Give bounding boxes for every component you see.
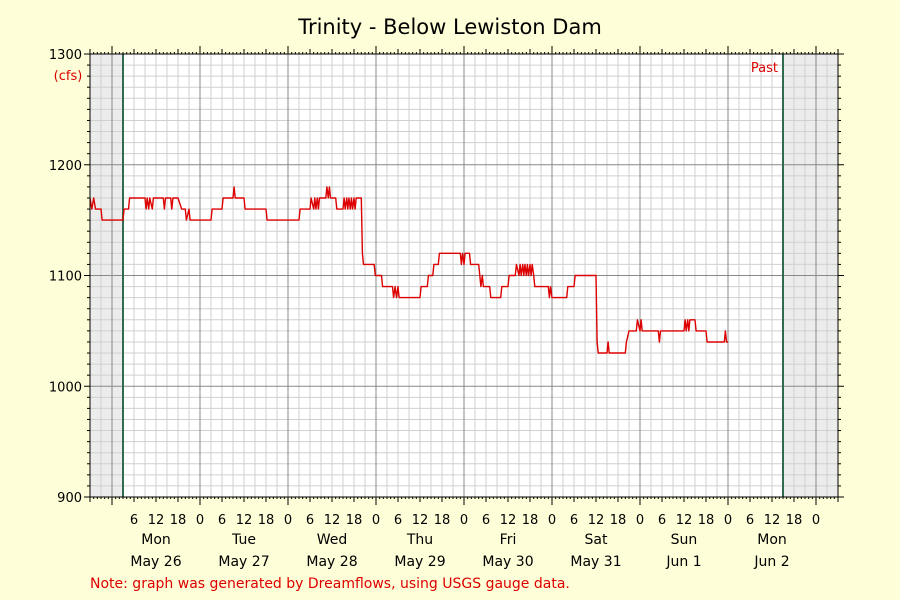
x-hour-label: 18 xyxy=(170,513,187,528)
x-hour-label: 18 xyxy=(434,513,451,528)
x-hour-label: 6 xyxy=(130,513,138,528)
y-tick-label: 1000 xyxy=(49,380,82,395)
day-weekday-label: Sat xyxy=(585,532,608,548)
x-hour-label: 0 xyxy=(636,513,644,528)
day-date-label: May 29 xyxy=(394,554,445,570)
day-weekday-label: Wed xyxy=(317,532,348,548)
x-hour-label: 0 xyxy=(284,513,292,528)
day-date-label: May 28 xyxy=(306,554,357,570)
x-hour-label: 6 xyxy=(218,513,226,528)
x-hour-label: 12 xyxy=(324,513,341,528)
x-hour-label: 6 xyxy=(394,513,402,528)
x-hour-label: 12 xyxy=(148,513,165,528)
day-weekday-label: Mon xyxy=(757,532,787,548)
x-hour-label: 18 xyxy=(258,513,275,528)
day-date-label: May 31 xyxy=(570,554,621,570)
x-hour-label: 12 xyxy=(500,513,517,528)
x-hour-label: 18 xyxy=(346,513,363,528)
x-hour-label: 12 xyxy=(412,513,429,528)
source-note: Note: graph was generated by Dreamflows,… xyxy=(90,576,570,592)
x-hour-label: 12 xyxy=(676,513,693,528)
x-hour-label: 0 xyxy=(460,513,468,528)
x-hour-label: 0 xyxy=(724,513,732,528)
day-weekday-label: Mon xyxy=(141,532,171,548)
y-tick-label: 900 xyxy=(57,491,82,506)
day-date-label: May 30 xyxy=(482,554,533,570)
flow-series-line xyxy=(89,186,728,354)
x-hour-label: 12 xyxy=(764,513,781,528)
day-date-label: Jun 2 xyxy=(753,554,789,570)
x-hour-label: 18 xyxy=(698,513,715,528)
day-weekday-label: Fri xyxy=(500,532,517,548)
day-date-label: May 27 xyxy=(218,554,269,570)
day-weekday-label: Sun xyxy=(671,532,698,548)
x-hour-label: 6 xyxy=(658,513,666,528)
day-weekday-label: Tue xyxy=(231,532,256,548)
x-hour-label: 0 xyxy=(548,513,556,528)
x-hour-label: 0 xyxy=(812,513,820,528)
day-date-label: May 26 xyxy=(130,554,181,570)
x-hour-label: 0 xyxy=(372,513,380,528)
x-hour-label: 18 xyxy=(786,513,803,528)
x-hour-label: 12 xyxy=(236,513,253,528)
x-hour-label: 6 xyxy=(746,513,754,528)
plot-frame xyxy=(89,53,839,498)
y-tick-label: 1200 xyxy=(49,159,82,174)
x-hour-label: 6 xyxy=(482,513,490,528)
x-hour-label: 12 xyxy=(588,513,605,528)
chart-title: Trinity - Below Lewiston Dam xyxy=(297,15,602,39)
x-hour-label: 0 xyxy=(196,513,204,528)
day-date-label: Jun 1 xyxy=(665,554,701,570)
y-tick-label: 1100 xyxy=(49,270,82,285)
x-hour-label: 6 xyxy=(306,513,314,528)
x-hour-label: 18 xyxy=(610,513,627,528)
x-hour-label: 6 xyxy=(570,513,578,528)
y-tick-label: 1300 xyxy=(49,48,82,63)
past-annotation: Past xyxy=(751,61,778,76)
y-axis-unit-label: (cfs) xyxy=(54,69,83,84)
day-weekday-label: Thu xyxy=(406,532,433,548)
x-hour-label: 18 xyxy=(522,513,539,528)
